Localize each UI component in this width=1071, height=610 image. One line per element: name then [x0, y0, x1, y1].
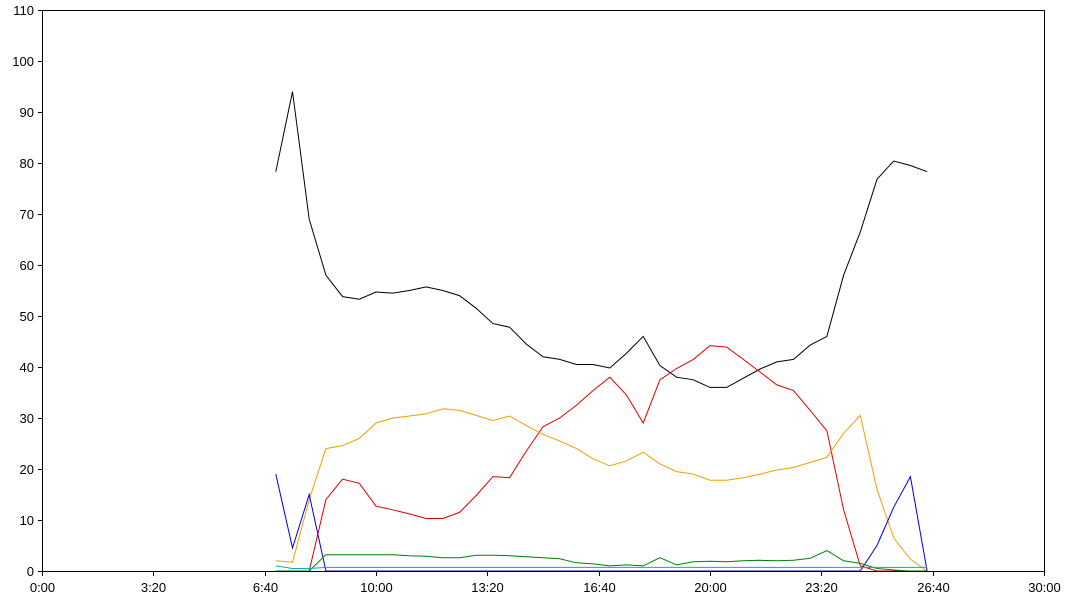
series-layer [275, 91, 928, 572]
x-tick-label: 23:20 [805, 580, 838, 595]
y-tick-label: 30 [20, 411, 34, 426]
y-tick-label: 60 [20, 258, 34, 273]
series-line-1 [275, 91, 928, 388]
y-tick-label: 70 [20, 207, 34, 222]
x-tick-label: 3:20 [141, 580, 166, 595]
y-tick-label: 110 [13, 3, 34, 18]
series-line-6 [275, 565, 928, 569]
y-tick-label: 10 [20, 513, 34, 528]
x-tick-label: 6:40 [253, 580, 278, 595]
y-tick-label: 80 [20, 156, 34, 171]
y-axis-ticks: 0 10 20 30 40 50 60 70 80 90 100 110 [12, 3, 42, 579]
x-tick-label: 16:40 [583, 580, 616, 595]
x-axis-ticks: 0:00 3:20 6:40 10:00 13:20 16:40 20:00 23:20 26:… [30, 571, 1061, 595]
y-tick-label: 40 [20, 360, 34, 375]
x-tick-label: 20:00 [694, 580, 727, 595]
plot-frame [42, 10, 1045, 572]
series-line-2 [275, 345, 928, 572]
y-tick-label: 50 [20, 309, 34, 324]
y-tick-label: 20 [20, 462, 34, 477]
y-tick-label: 100 [12, 54, 34, 69]
x-tick-label: 26:40 [917, 580, 950, 595]
x-tick-label: 10:00 [360, 580, 393, 595]
x-tick-label: 13:20 [471, 580, 504, 595]
x-tick-label: 30:00 [1028, 580, 1061, 595]
y-tick-label: 90 [20, 105, 34, 120]
series-line-3 [275, 408, 928, 572]
x-tick-label: 0:00 [30, 580, 55, 595]
series-line-5 [275, 550, 928, 572]
y-tick-label: 0 [27, 564, 34, 579]
series-line-4 [275, 473, 928, 572]
